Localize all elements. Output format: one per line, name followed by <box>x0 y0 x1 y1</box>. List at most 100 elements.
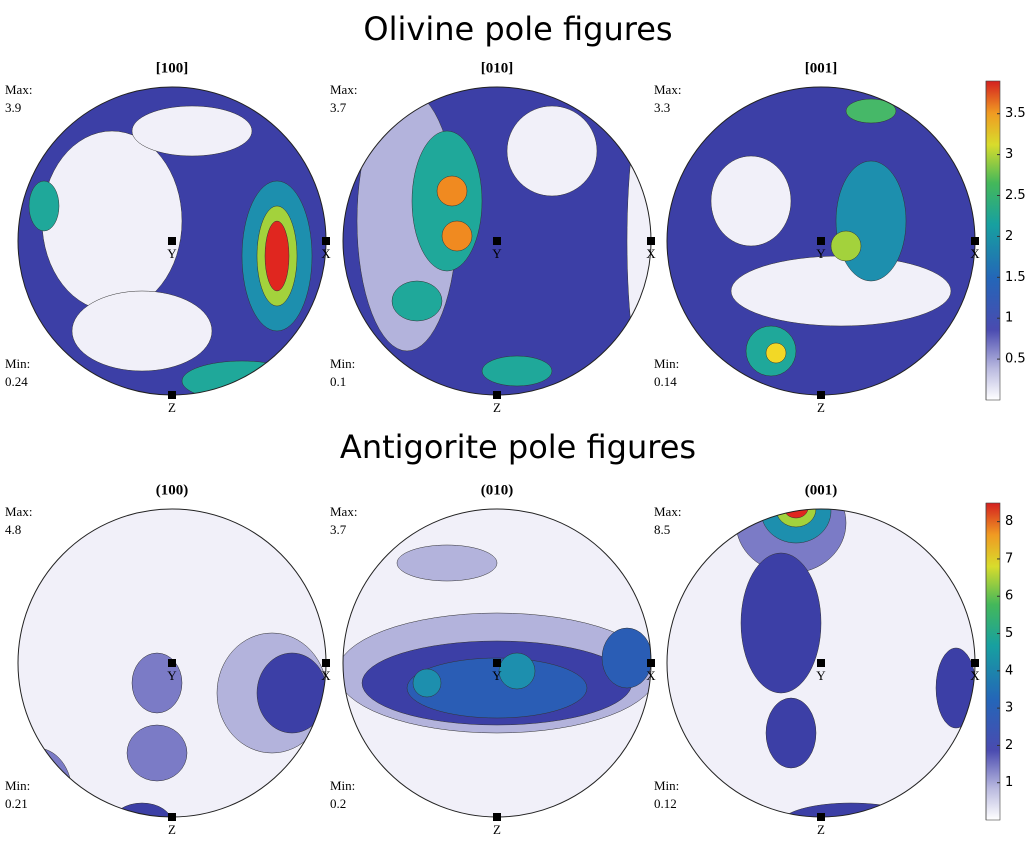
colorbar-tick-label: 8 <box>1005 514 1013 529</box>
max-label: Max: <box>654 82 681 97</box>
contour <box>181 360 303 395</box>
axis-marker <box>168 659 176 667</box>
min-value: 0.1 <box>330 374 346 389</box>
contour <box>396 544 498 582</box>
contour <box>436 175 468 207</box>
max-value: 3.7 <box>330 100 347 115</box>
max-value: 8.5 <box>654 522 670 537</box>
contour <box>256 652 326 734</box>
colorbar-tick-label: 1 <box>1005 775 1013 790</box>
axis-label: X <box>321 668 331 683</box>
axis-label: Y <box>492 668 502 683</box>
axis-marker <box>817 813 825 821</box>
axis-label: Z <box>168 822 176 837</box>
colorbar-tick-label: 7 <box>1005 551 1013 566</box>
colorbar-tick-label: 1.5 <box>1005 270 1026 285</box>
colorbar-tick-label: 6 <box>1005 589 1013 604</box>
colorbar-tick-label: 2 <box>1005 738 1013 753</box>
pole-figure <box>343 509 651 817</box>
axis-label: Y <box>816 246 826 261</box>
contour <box>730 255 952 327</box>
axis-label: X <box>646 668 656 683</box>
figure-label: (010) <box>481 482 514 498</box>
axis-label: Z <box>493 822 501 837</box>
contour <box>710 155 792 247</box>
figure-label: [010] <box>481 60 514 76</box>
section-title: Olivine pole figures <box>363 10 672 48</box>
axis-label: X <box>970 668 980 683</box>
min-value: 0.24 <box>5 374 28 389</box>
contour <box>830 230 862 262</box>
axis-marker <box>647 237 655 245</box>
axis-label: Z <box>817 400 825 415</box>
axis-marker <box>168 237 176 245</box>
min-value: 0.21 <box>5 796 28 811</box>
min-label: Min: <box>330 356 355 371</box>
colorbar-tick-label: 3 <box>1005 147 1013 162</box>
contour <box>28 180 60 232</box>
max-value: 3.7 <box>330 522 347 537</box>
axis-label: Z <box>168 400 176 415</box>
colorbar <box>985 80 1001 401</box>
colorbar-tick-label: 3 <box>1005 701 1013 716</box>
figure-label: (001) <box>805 482 838 498</box>
colorbar-tick-label: 2 <box>1005 229 1013 244</box>
colorbar <box>985 502 1001 821</box>
min-value: 0.14 <box>654 374 677 389</box>
axis-label: Z <box>817 822 825 837</box>
colorbar-tick-label: 1 <box>1005 311 1013 326</box>
axis-label: Y <box>167 668 177 683</box>
section-title: Antigorite pole figures <box>340 428 696 466</box>
min-label: Min: <box>5 778 30 793</box>
axis-label: X <box>321 246 331 261</box>
colorbar-tick-label: 4 <box>1005 663 1013 678</box>
min-label: Min: <box>654 356 679 371</box>
contour <box>845 98 897 124</box>
figure-label: [001] <box>805 60 838 76</box>
axis-marker <box>817 391 825 399</box>
colorbar-tick-label: 0.5 <box>1005 352 1026 367</box>
axis-marker <box>647 659 655 667</box>
axis-label: Y <box>816 668 826 683</box>
contour <box>835 160 907 282</box>
max-label: Max: <box>330 82 357 97</box>
contour <box>775 509 817 528</box>
contour <box>41 130 183 312</box>
axis-marker <box>322 659 330 667</box>
min-label: Min: <box>654 778 679 793</box>
axis-marker <box>817 237 825 245</box>
contour <box>765 697 817 769</box>
axis-marker <box>971 237 979 245</box>
figure-label: (100) <box>156 482 189 498</box>
axis-label: Y <box>167 246 177 261</box>
pole-figure <box>343 87 651 395</box>
contour <box>71 290 213 372</box>
min-value: 0.12 <box>654 796 677 811</box>
min-label: Min: <box>5 356 30 371</box>
axis-label: Z <box>493 400 501 415</box>
axis-marker <box>493 391 501 399</box>
axis-marker <box>493 659 501 667</box>
axis-marker <box>493 813 501 821</box>
contour <box>783 509 809 519</box>
axis-label: Y <box>492 246 502 261</box>
axis-marker <box>817 659 825 667</box>
contour <box>126 724 188 782</box>
max-label: Max: <box>5 82 32 97</box>
contour <box>935 647 975 729</box>
figure-label: [100] <box>156 60 189 76</box>
axis-marker <box>493 237 501 245</box>
axis-label: X <box>646 246 656 261</box>
axis-marker <box>168 391 176 399</box>
colorbar-tick-label: 5 <box>1005 626 1013 641</box>
contour <box>481 355 553 387</box>
min-label: Min: <box>330 778 355 793</box>
contour <box>131 105 253 157</box>
contour <box>131 652 183 714</box>
contour <box>406 657 588 719</box>
contour <box>765 342 787 364</box>
axis-marker <box>322 237 330 245</box>
max-label: Max: <box>654 504 681 519</box>
contour <box>412 668 442 698</box>
